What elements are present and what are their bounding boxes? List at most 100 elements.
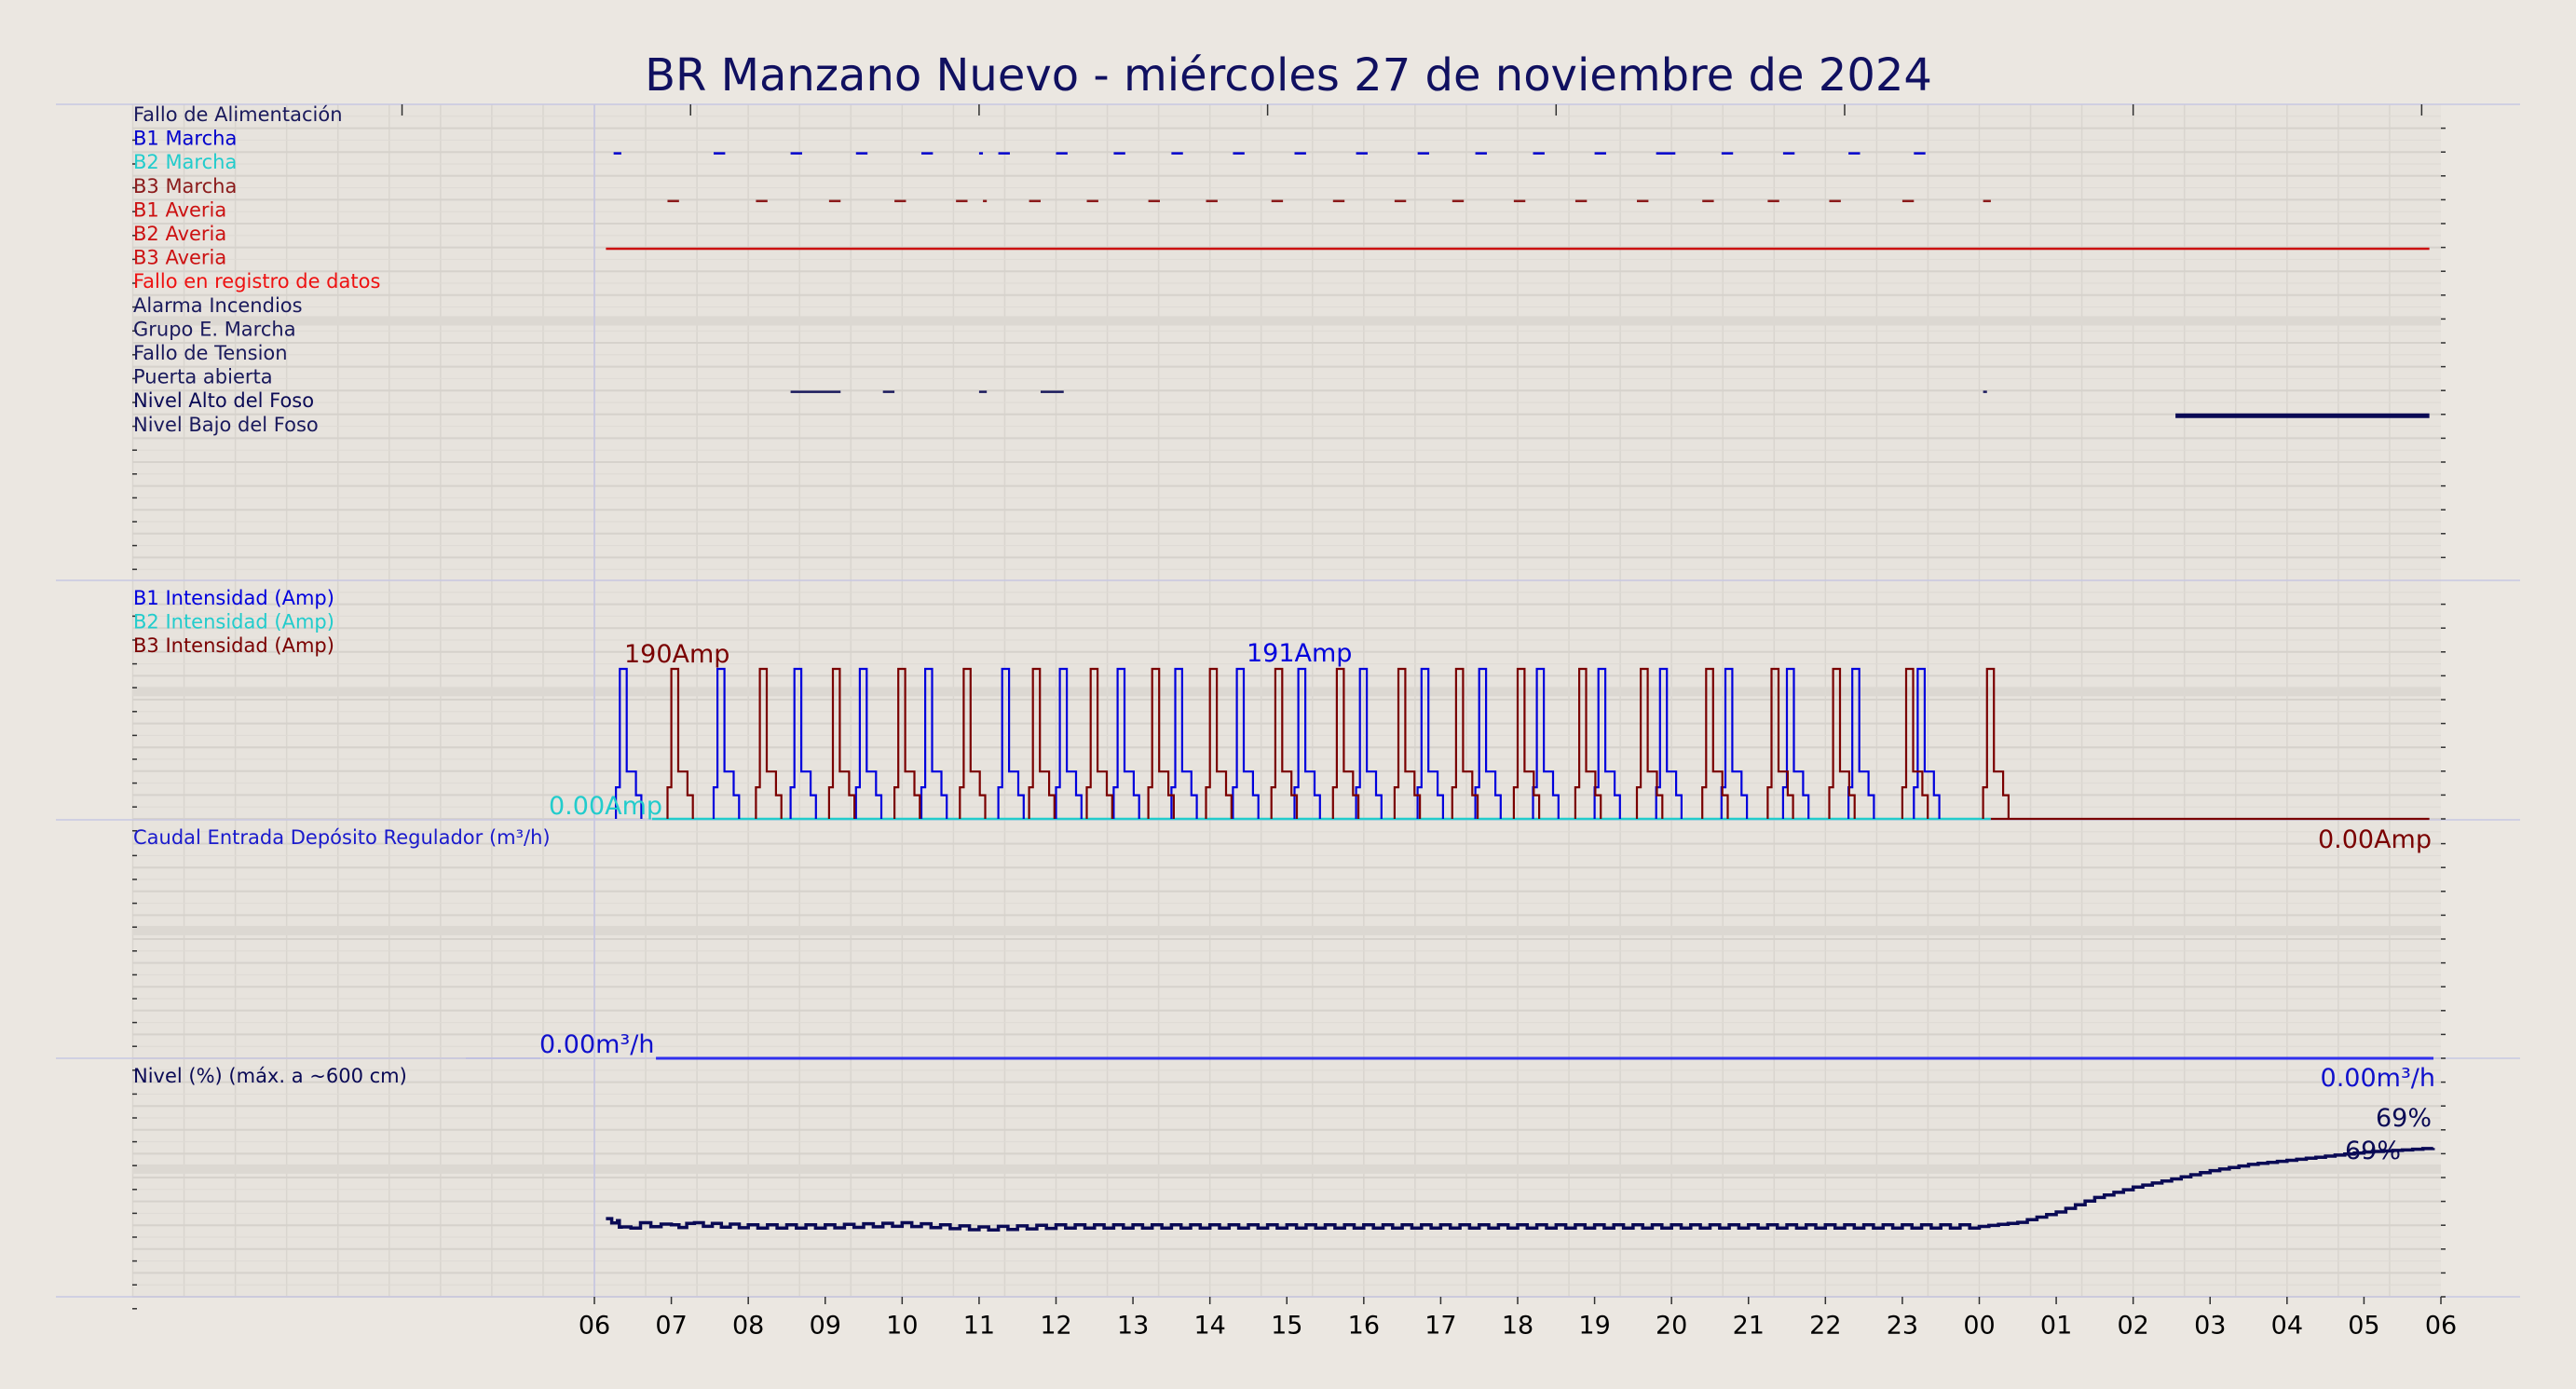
intensity-pulse — [1474, 667, 1502, 819]
intensity-pulse — [893, 667, 921, 819]
flow-panel: Caudal Entrada Depósito Regulador (m³/h)… — [133, 826, 2435, 1093]
intensity-pulse — [1720, 667, 1749, 819]
grid-band — [132, 925, 2441, 935]
x-tick-label: 15 — [1271, 1312, 1302, 1341]
intensity-pulse — [920, 667, 948, 819]
intensity-pulse — [1913, 667, 1941, 819]
intensity-pulse — [1055, 667, 1083, 819]
x-tick-label: 01 — [2040, 1312, 2072, 1341]
chart-title: BR Manzano Nuevo - miércoles 27 de novie… — [645, 49, 1932, 102]
intensity-max-b3: 190Amp — [624, 640, 729, 669]
intensity-pulse — [615, 667, 643, 819]
intensity-pulse — [1112, 667, 1140, 819]
status-row-label: Fallo de Alimentación — [133, 103, 343, 126]
status-row-label: B3 Averia — [133, 247, 226, 269]
intensity-pulse — [1355, 667, 1383, 819]
intensity-pulse — [959, 667, 987, 819]
x-tick-label: 14 — [1193, 1312, 1225, 1341]
intensity-pulse — [1270, 667, 1299, 819]
x-tick-label: 05 — [2348, 1312, 2379, 1341]
x-tick-label: 09 — [810, 1312, 841, 1341]
intensity-pulse — [1205, 667, 1233, 819]
grid-band — [132, 316, 2441, 326]
x-tick-label: 22 — [1809, 1312, 1841, 1341]
intensity-pulse — [1847, 667, 1875, 819]
intensity-pulse — [1393, 667, 1422, 819]
level-panel: Nivel (%) (máx. a ~600 cm) 69% 69% — [133, 1065, 2435, 1232]
x-axis: 06 07 08 09 10 11 12 13 14 15 16 17 18 19 20 21 22 23 00 01… — [579, 1297, 2457, 1341]
intensity-legend-label: B2 Intensidad (Amp) — [133, 611, 334, 633]
intensity-pulse — [1331, 667, 1360, 819]
x-tick-label: 02 — [2117, 1312, 2148, 1341]
intensity-pulse — [1655, 667, 1683, 819]
x-tick-label: 04 — [2271, 1312, 2303, 1341]
x-tick-label: 20 — [1656, 1312, 1687, 1341]
status-row-label: Nivel Bajo del Foso — [133, 414, 319, 436]
x-tick-label: 18 — [1502, 1312, 1533, 1341]
intensity-pulse — [1766, 667, 1794, 819]
x-tick-label: 11 — [963, 1312, 995, 1341]
flow-legend-label: Caudal Entrada Depósito Regulador (m³/h) — [133, 826, 551, 849]
x-tick-label: 00 — [1963, 1312, 1995, 1341]
x-tick-label: 19 — [1578, 1312, 1610, 1341]
status-row-label: B1 Averia — [133, 198, 226, 221]
x-tick-label: 17 — [1424, 1312, 1456, 1341]
intensity-max-b1: 191Amp — [1247, 639, 1352, 668]
x-tick-label: 07 — [655, 1312, 687, 1341]
intensity-pulse — [1901, 667, 1929, 819]
intensity-pulse — [1416, 667, 1444, 819]
grid-layer — [131, 103, 2441, 1298]
level-max-value: 69% — [2376, 1104, 2432, 1133]
status-row-label: Grupo E. Marcha — [133, 318, 296, 340]
level-last-value: 69% — [2345, 1137, 2401, 1165]
x-tick-label: 03 — [2194, 1312, 2226, 1341]
status-row-label: B2 Averia — [133, 223, 226, 245]
intensity-pulse — [1982, 667, 2010, 819]
flow-last-value: 0.00m³/h — [2321, 1064, 2435, 1093]
status-row-label: B2 Marcha — [133, 151, 237, 173]
intensity-pulse — [789, 667, 817, 819]
intensity-pulse — [1293, 667, 1321, 819]
intensity-pulse — [1635, 667, 1664, 819]
x-tick-label: 06 — [2425, 1312, 2457, 1341]
intensity-pulse — [1232, 667, 1260, 819]
status-row-label: B3 Marcha — [133, 175, 237, 197]
grid-band — [132, 1164, 2441, 1174]
intensity-panel: B1 Intensidad (Amp)B2 Intensidad (Amp)B3… — [133, 587, 2432, 854]
x-tick-label: 13 — [1117, 1312, 1149, 1341]
intensity-pulse — [1701, 667, 1729, 819]
intensity-pulse — [1574, 667, 1602, 819]
intensity-pulse — [1532, 667, 1560, 819]
intensity-pulse — [997, 667, 1025, 819]
intensity-pulse — [1512, 667, 1541, 819]
status-row-label: Puerta abierta — [133, 366, 273, 388]
status-row-label: Fallo en registro de datos — [133, 270, 380, 293]
grid-band — [132, 687, 2441, 697]
intensity-last-b3: 0.00Amp — [2318, 825, 2432, 854]
intensity-pulse — [854, 667, 883, 819]
intensity-pulse — [1170, 667, 1198, 819]
intensity-pulse — [1451, 667, 1479, 819]
x-tick-label: 16 — [1348, 1312, 1380, 1341]
status-row-label: Fallo de Tension — [133, 342, 288, 364]
x-tick-label: 21 — [1733, 1312, 1765, 1341]
status-row-label: Alarma Incendios — [133, 294, 303, 317]
intensity-legend-label: B1 Intensidad (Amp) — [133, 587, 334, 609]
intensity-pulse — [827, 667, 856, 819]
x-tick-label: 10 — [886, 1312, 918, 1341]
x-tick-label: 23 — [1887, 1312, 1918, 1341]
x-tick-label: 12 — [1040, 1312, 1071, 1341]
intensity-legend-label: B3 Intensidad (Amp) — [133, 634, 334, 657]
intensity-last-b2: 0.00Amp — [549, 792, 662, 821]
intensity-pulse — [1147, 667, 1175, 819]
intensity-pulse — [755, 667, 783, 819]
intensity-pulse — [1593, 667, 1621, 819]
level-line — [606, 1147, 2435, 1232]
intensity-pulse — [712, 667, 741, 819]
x-tick-label: 08 — [732, 1312, 764, 1341]
status-row-label: B1 Marcha — [133, 128, 237, 150]
intensity-pulse — [1028, 667, 1056, 819]
